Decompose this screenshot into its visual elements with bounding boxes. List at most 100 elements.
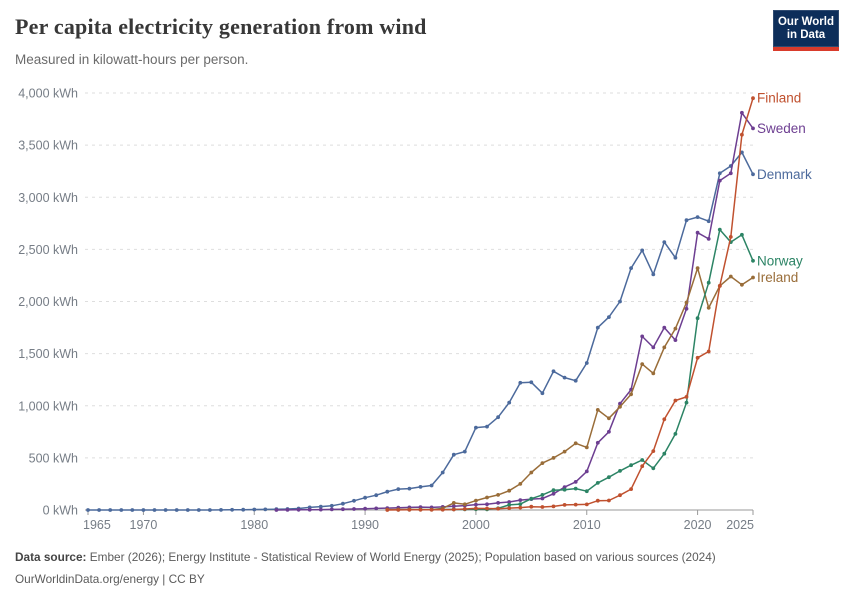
data-point <box>640 464 645 469</box>
data-point <box>629 487 633 491</box>
data-point <box>662 417 667 422</box>
data-point <box>717 284 722 288</box>
data-point <box>728 274 733 279</box>
data-point <box>108 508 113 512</box>
data-point <box>496 415 500 420</box>
data-point <box>252 507 257 512</box>
data-point <box>451 501 456 505</box>
data-point <box>163 508 168 512</box>
data-point <box>684 306 689 311</box>
data-point <box>651 272 656 277</box>
data-point <box>540 496 545 501</box>
chart-subtitle: Measured in kilowatt-hours per person. <box>15 52 249 67</box>
data-point <box>429 507 434 512</box>
data-point <box>695 215 700 220</box>
data-point <box>640 458 645 462</box>
data-point <box>518 498 523 502</box>
data-point <box>296 507 301 512</box>
data-point <box>673 326 678 331</box>
data-point <box>451 452 456 457</box>
data-point <box>706 237 711 241</box>
data-point <box>551 456 556 460</box>
data-point <box>607 315 611 319</box>
owid-logo-line2: in Data <box>786 28 826 41</box>
data-point <box>540 461 545 465</box>
data-point <box>307 507 312 512</box>
data-point <box>717 171 722 176</box>
data-point <box>318 507 323 512</box>
data-point <box>507 500 512 504</box>
y-tick-label: 3,500 kWh <box>18 139 78 153</box>
data-point <box>496 501 500 505</box>
data-point <box>695 355 700 360</box>
data-point <box>584 469 589 474</box>
data-point <box>618 404 622 409</box>
data-point <box>507 400 512 405</box>
data-point <box>684 218 689 223</box>
data-point <box>507 503 512 507</box>
data-point <box>640 248 645 253</box>
data-point <box>695 316 700 321</box>
data-point <box>684 300 689 305</box>
data-point <box>496 493 500 497</box>
data-point <box>684 400 689 405</box>
data-point <box>551 504 556 509</box>
data-point <box>740 150 744 155</box>
data-point <box>551 369 556 374</box>
series-sweden: Sweden <box>274 110 806 512</box>
data-point <box>374 506 379 511</box>
series-line-denmark <box>87 151 754 511</box>
data-point <box>662 345 667 350</box>
data-point <box>629 266 633 270</box>
data-point <box>595 481 600 485</box>
data-point <box>673 338 678 342</box>
owid-logo-line1: Our World <box>777 15 834 28</box>
data-point <box>673 432 678 436</box>
data-point <box>662 325 667 330</box>
data-point <box>363 506 367 511</box>
data-point <box>285 508 290 512</box>
data-point <box>263 507 268 512</box>
data-point <box>584 445 589 450</box>
data-point <box>562 375 567 380</box>
data-source-text: Ember (2026); Energy Institute - Statist… <box>86 550 716 564</box>
data-point <box>474 506 478 511</box>
series-finland: Finland <box>385 91 801 512</box>
data-point <box>651 345 656 350</box>
data-point <box>595 325 600 330</box>
data-point <box>318 504 323 509</box>
data-point <box>640 362 645 366</box>
data-point <box>573 378 578 383</box>
data-point <box>462 507 467 511</box>
license-line[interactable]: OurWorldinData.org/energy | CC BY <box>15 572 205 586</box>
data-point <box>407 507 412 512</box>
data-point <box>518 505 523 510</box>
data-point <box>540 505 545 509</box>
data-point <box>751 172 755 177</box>
data-point <box>573 486 578 491</box>
y-tick-label: 1,000 kWh <box>18 399 78 413</box>
series-line-sweden <box>275 112 754 511</box>
data-point <box>385 489 390 494</box>
data-point <box>695 230 700 235</box>
data-point <box>241 507 246 512</box>
data-point <box>518 502 523 506</box>
y-tick-label: 1,500 kWh <box>18 347 78 361</box>
data-point <box>662 240 667 245</box>
data-point <box>174 508 179 512</box>
data-point <box>385 508 390 512</box>
data-point <box>185 508 190 512</box>
data-point <box>629 463 633 468</box>
data-point <box>152 508 157 512</box>
data-point <box>196 508 201 512</box>
data-point <box>451 504 456 509</box>
y-tick-label: 3,000 kWh <box>18 191 78 205</box>
data-point <box>496 506 500 511</box>
data-point <box>595 440 600 445</box>
data-point <box>551 491 556 496</box>
data-point <box>607 475 611 480</box>
data-point <box>130 508 135 512</box>
y-tick-label: 0 kWh <box>43 504 78 518</box>
data-point <box>529 380 534 385</box>
data-point <box>440 470 445 475</box>
